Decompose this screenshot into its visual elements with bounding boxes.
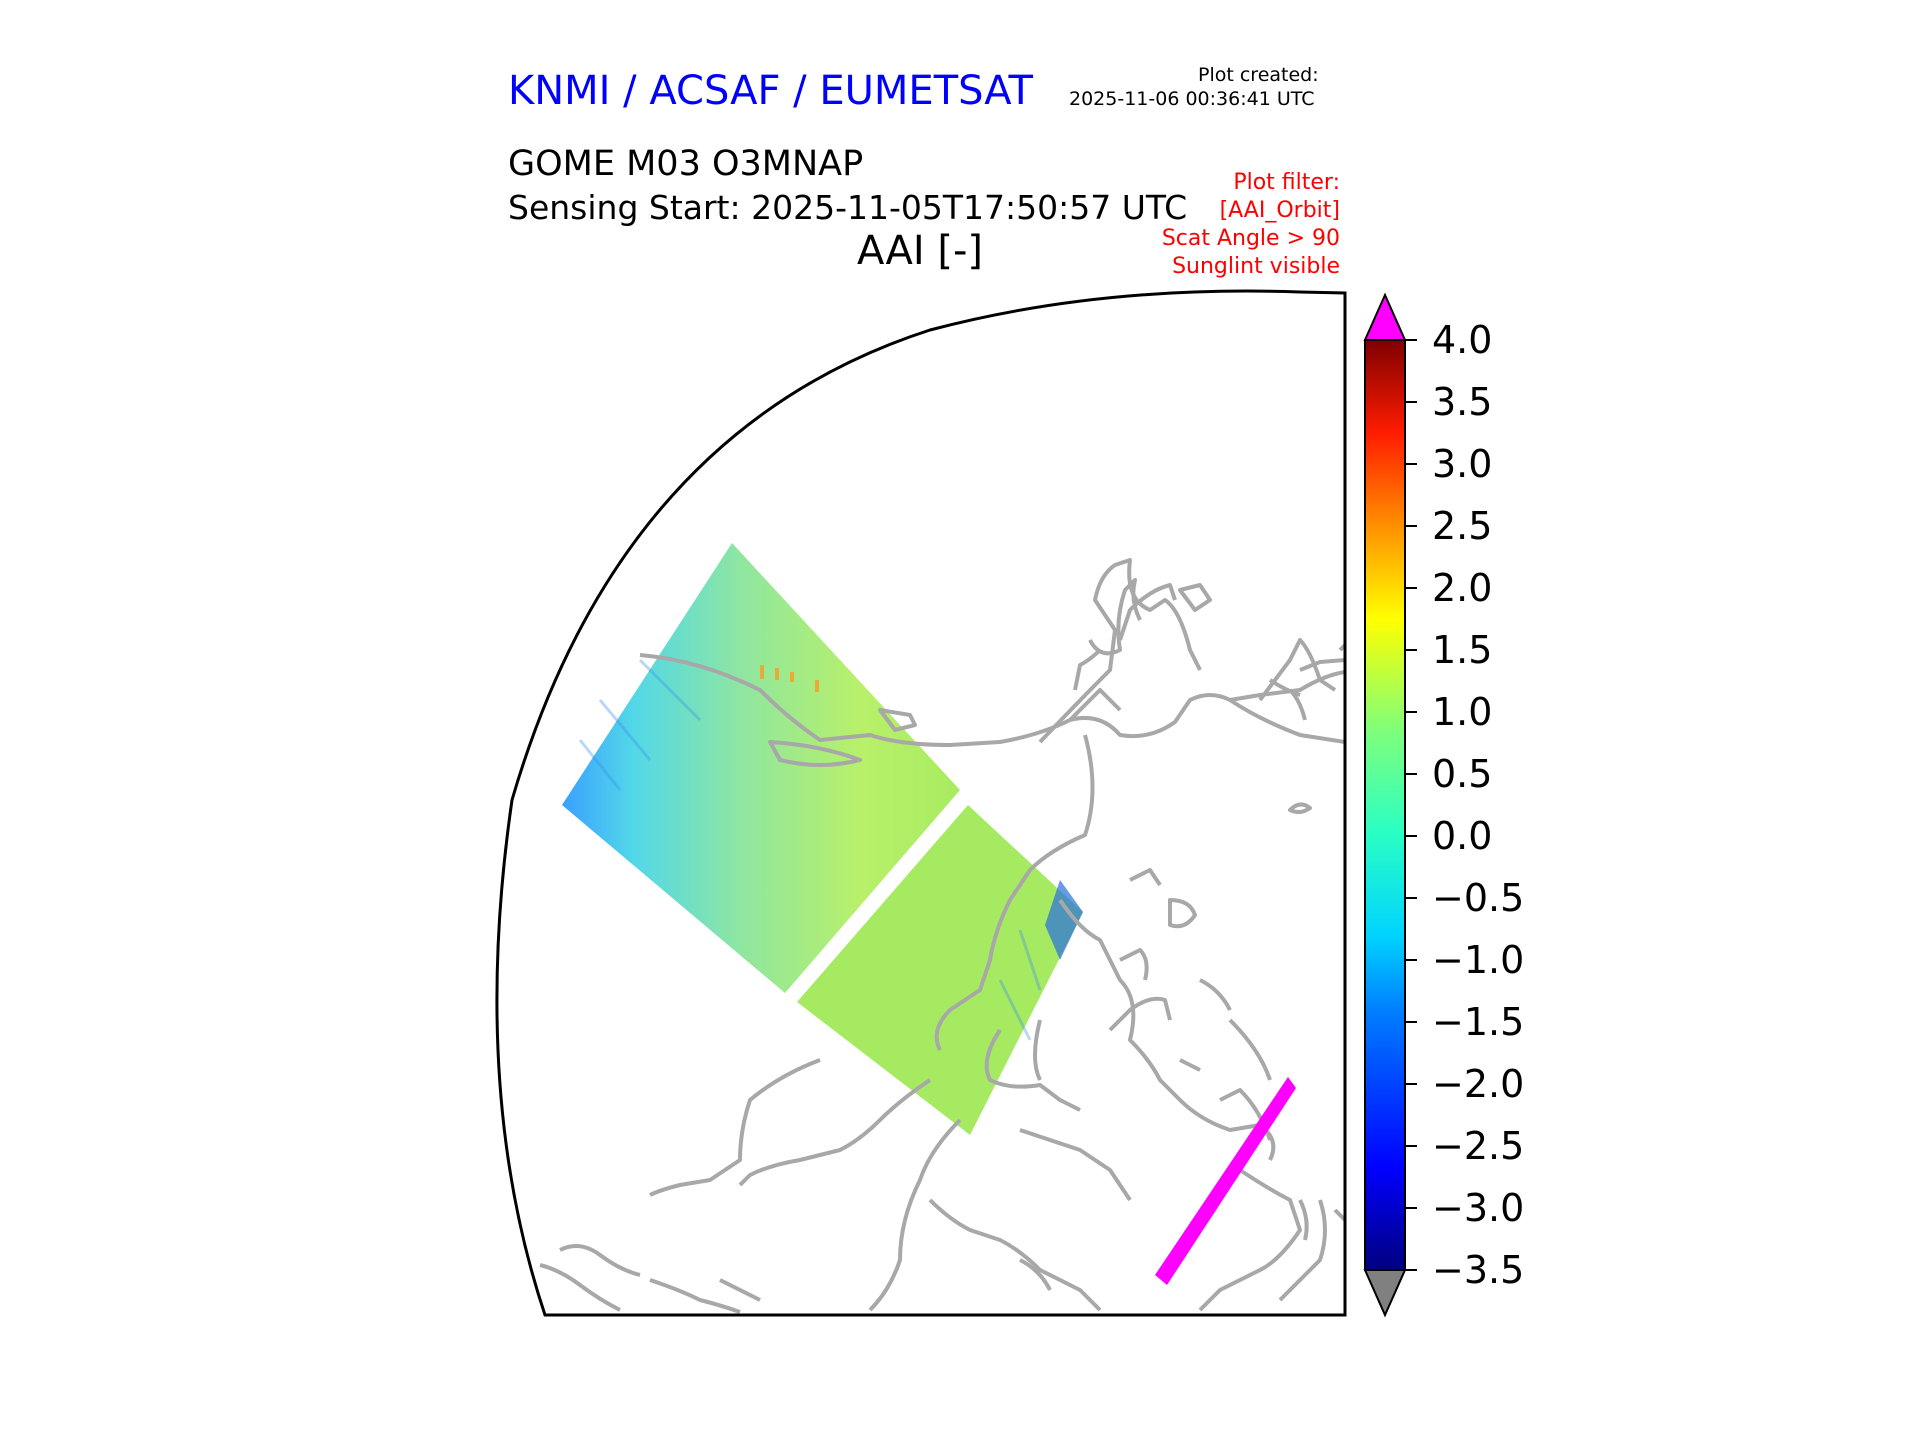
colorbar-tick-label: −1.0 — [1432, 938, 1524, 982]
plot-filter-item: Scat Angle > 90 — [1161, 226, 1340, 251]
aai-swath-edge — [1045, 880, 1083, 960]
aai-swath-segment — [797, 805, 1083, 1135]
plot-filter-title: Plot filter: — [1233, 170, 1340, 195]
plot-filter-item: Sunglint visible — [1172, 254, 1340, 279]
plot-created-label: Plot created: — [1198, 64, 1319, 86]
colorbar-tick-label: −3.5 — [1432, 1248, 1524, 1292]
swath-texture — [578, 658, 1042, 1041]
colorbar-tick-label: 2.5 — [1432, 504, 1492, 548]
colorbar-tick-label: −1.5 — [1432, 1000, 1524, 1044]
colorbar-tick-label: 1.5 — [1432, 628, 1492, 672]
agency-title: KNMI / ACSAF / EUMETSAT — [508, 68, 1033, 114]
colorbar-tick-label: 3.0 — [1432, 442, 1492, 486]
colorbar-tick-label: −2.5 — [1432, 1124, 1524, 1168]
colorbar-tick-label: 3.5 — [1432, 380, 1492, 424]
colorbar-tick-label: 0.0 — [1432, 814, 1492, 858]
colorbar-tick-label: 4.0 — [1432, 318, 1492, 362]
plot-filter-item: [AAI_Orbit] — [1219, 198, 1340, 223]
colorbar-tick-label: 0.5 — [1432, 752, 1492, 796]
sensing-start: Sensing Start: 2025-11-05T17:50:57 UTC — [508, 188, 1188, 227]
colorbar-tick-label: −3.0 — [1432, 1186, 1524, 1230]
map-boundary — [495, 289, 1347, 1317]
colorbar-tick-label: 1.0 — [1432, 690, 1492, 734]
colorbar: 4.0 3.5 3.0 2.5 2.0 1.5 1.0 0.5 0.0 −0.5 −1.0 −1.5 −… — [1363, 292, 1524, 1318]
colorbar-ticks: 4.0 3.5 3.0 2.5 2.0 1.5 1.0 0.5 0.0 −0.5 −1.0 −1.5 −… — [1405, 318, 1524, 1292]
swath-hotspots — [760, 665, 819, 692]
colorbar-gradient — [1364, 339, 1406, 1271]
product-title: GOME M03 O3MNAP — [508, 144, 864, 184]
colorbar-under-arrow — [1363, 1269, 1407, 1318]
map-area — [539, 543, 1345, 1314]
sunglint-swath — [1155, 1077, 1296, 1285]
colorbar-tick-label: −2.0 — [1432, 1062, 1524, 1106]
variable-title: AAI [-] — [857, 228, 983, 274]
coastlines — [539, 558, 1345, 1314]
colorbar-tick-label: −0.5 — [1432, 876, 1524, 920]
aai-swath-segment — [562, 543, 960, 993]
plot-created-timestamp: 2025-11-06 00:36:41 UTC — [1069, 88, 1315, 110]
colorbar-over-arrow — [1363, 292, 1407, 341]
colorbar-tick-label: 2.0 — [1432, 566, 1492, 610]
